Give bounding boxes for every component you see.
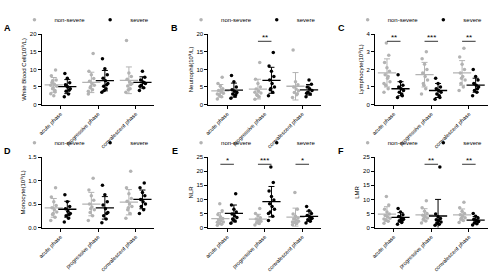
svg-text:1: 1 bbox=[366, 84, 370, 90]
svg-text:severe: severe bbox=[463, 17, 482, 23]
svg-text:convalescent phase: convalescent phase bbox=[266, 234, 305, 273]
svg-text:5: 5 bbox=[200, 84, 204, 90]
svg-text:10: 10 bbox=[196, 67, 203, 73]
svg-text:NLR: NLR bbox=[188, 186, 194, 199]
svg-text:0: 0 bbox=[200, 225, 204, 231]
svg-text:A: A bbox=[4, 23, 11, 33]
svg-text:convalescent phase: convalescent phase bbox=[99, 110, 139, 150]
svg-text:Lymphocyte(10⁹/L): Lymphocyte(10⁹/L) bbox=[358, 44, 364, 94]
svg-text:*: * bbox=[301, 156, 304, 165]
svg-text:**: ** bbox=[466, 156, 472, 165]
svg-text:15: 15 bbox=[363, 182, 370, 188]
svg-text:White Blood Cell(10⁹/L): White Blood Cell(10⁹/L) bbox=[21, 38, 27, 101]
svg-text:20: 20 bbox=[363, 168, 370, 174]
svg-text:0: 0 bbox=[33, 102, 37, 108]
svg-text:***: *** bbox=[260, 156, 269, 165]
svg-text:severe: severe bbox=[130, 140, 149, 146]
svg-text:convalescent phase: convalescent phase bbox=[266, 110, 305, 150]
svg-text:15: 15 bbox=[196, 49, 203, 55]
svg-text:15: 15 bbox=[196, 182, 203, 188]
svg-text:D: D bbox=[4, 146, 11, 156]
svg-text:severe: severe bbox=[130, 17, 149, 23]
svg-text:0: 0 bbox=[200, 102, 204, 108]
svg-text:0: 0 bbox=[366, 225, 370, 231]
svg-text:LMR: LMR bbox=[354, 185, 360, 198]
svg-text:progressive phase: progressive phase bbox=[398, 234, 434, 270]
svg-text:acute phase: acute phase bbox=[38, 234, 63, 259]
svg-text:***: *** bbox=[427, 33, 436, 42]
svg-text:non-severe: non-severe bbox=[221, 17, 252, 23]
svg-text:convalescent phase: convalescent phase bbox=[433, 234, 472, 273]
svg-text:10: 10 bbox=[363, 197, 370, 203]
svg-text:progressive phase: progressive phase bbox=[231, 234, 267, 270]
svg-text:non-severe: non-severe bbox=[388, 17, 419, 23]
svg-text:5: 5 bbox=[366, 211, 370, 217]
svg-text:**: ** bbox=[466, 33, 472, 42]
svg-text:0: 0 bbox=[366, 102, 370, 108]
svg-text:4: 4 bbox=[366, 31, 370, 37]
svg-text:2: 2 bbox=[366, 67, 370, 73]
svg-text:severe: severe bbox=[297, 17, 316, 23]
svg-text:20: 20 bbox=[196, 31, 203, 37]
svg-text:acute phase: acute phase bbox=[38, 111, 63, 136]
svg-text:progressive phase: progressive phase bbox=[397, 110, 434, 147]
svg-text:*: * bbox=[226, 156, 229, 165]
svg-text:F: F bbox=[338, 146, 344, 156]
svg-text:acute phase: acute phase bbox=[204, 234, 229, 259]
svg-text:**: ** bbox=[391, 33, 397, 42]
svg-text:progressive phase: progressive phase bbox=[64, 110, 101, 147]
svg-text:**: ** bbox=[428, 156, 434, 165]
svg-text:acute phase: acute phase bbox=[204, 111, 229, 136]
svg-text:convalescent phase: convalescent phase bbox=[432, 110, 472, 150]
svg-text:acute phase: acute phase bbox=[371, 234, 396, 259]
svg-text:5: 5 bbox=[33, 84, 37, 90]
svg-text:10: 10 bbox=[30, 67, 37, 73]
svg-text:non-severe: non-severe bbox=[388, 140, 419, 146]
svg-text:**: ** bbox=[262, 33, 268, 42]
svg-text:25: 25 bbox=[196, 154, 203, 160]
svg-text:15: 15 bbox=[30, 49, 37, 55]
svg-text:5: 5 bbox=[200, 211, 204, 217]
svg-text:acute phase: acute phase bbox=[371, 111, 396, 136]
svg-text:convalescent phase: convalescent phase bbox=[100, 234, 139, 273]
svg-text:0.0: 0.0 bbox=[28, 225, 37, 231]
svg-text:progressive phase: progressive phase bbox=[231, 110, 268, 147]
svg-text:Monocyte(10⁹/L): Monocyte(10⁹/L) bbox=[20, 170, 26, 214]
svg-text:progressive phase: progressive phase bbox=[65, 234, 101, 270]
svg-text:E: E bbox=[172, 146, 178, 156]
svg-text:20: 20 bbox=[196, 168, 203, 174]
svg-text:20: 20 bbox=[30, 31, 37, 37]
svg-text:1.0: 1.0 bbox=[28, 178, 37, 184]
svg-text:1.5: 1.5 bbox=[28, 154, 37, 160]
svg-text:3: 3 bbox=[366, 49, 370, 55]
svg-text:non-severe: non-severe bbox=[54, 17, 85, 23]
svg-text:10: 10 bbox=[196, 197, 203, 203]
svg-text:0.5: 0.5 bbox=[28, 201, 37, 207]
svg-text:C: C bbox=[338, 23, 345, 33]
svg-text:B: B bbox=[171, 23, 178, 33]
svg-text:non-severe: non-severe bbox=[54, 140, 85, 146]
svg-text:non-severe: non-severe bbox=[221, 140, 252, 146]
svg-text:25: 25 bbox=[363, 154, 370, 160]
svg-text:Neutrophil(10⁹/L): Neutrophil(10⁹/L) bbox=[188, 47, 194, 93]
svg-text:severe: severe bbox=[297, 140, 316, 146]
svg-text:severe: severe bbox=[463, 140, 482, 146]
